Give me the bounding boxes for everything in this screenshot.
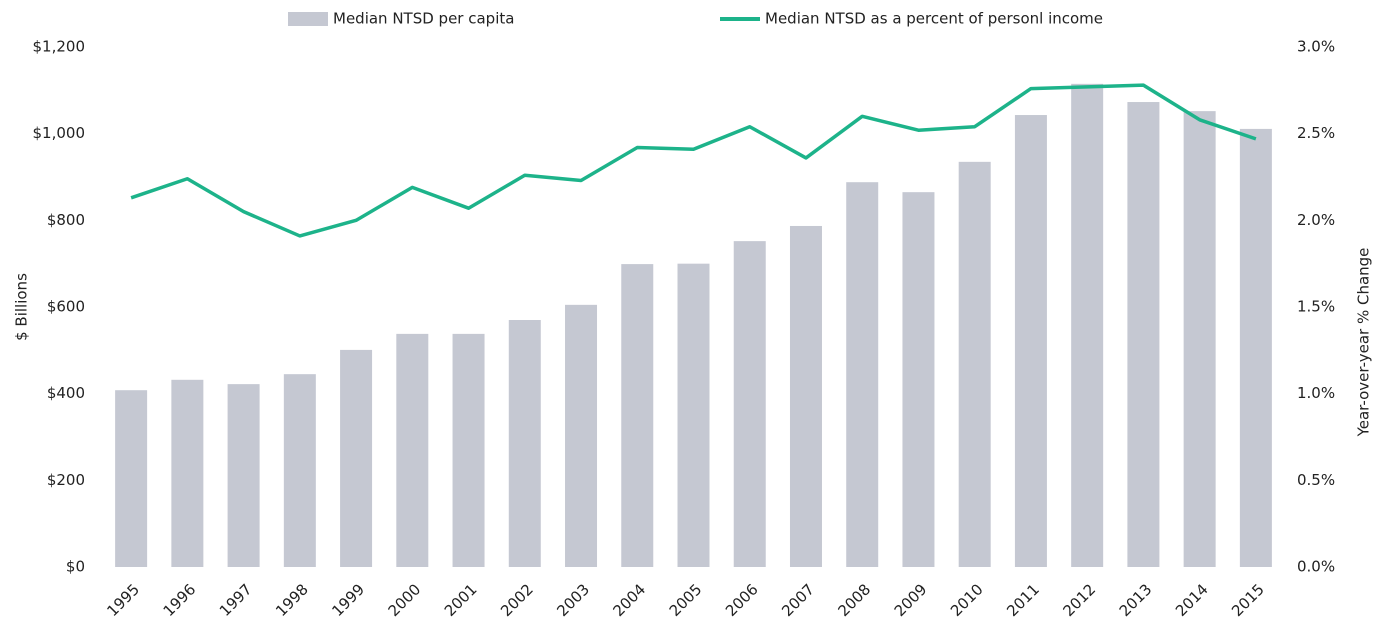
bar: [115, 390, 148, 567]
bar: [565, 304, 598, 567]
y-axis-title: $ Billions: [13, 273, 31, 341]
bar: [789, 225, 822, 567]
x-tick-label: 2007: [778, 580, 818, 617]
bar: [1014, 115, 1047, 568]
x-tick-label: 2013: [1116, 580, 1156, 617]
y2-axis-title: Year-over-year % Change: [1355, 248, 1373, 438]
y2-tick-label: 1.0%: [1297, 384, 1335, 402]
y2-tick-label: 3.0%: [1297, 38, 1335, 56]
bar: [621, 264, 654, 567]
x-tick-label: 2002: [497, 580, 537, 617]
bar: [283, 374, 316, 567]
bar: [902, 192, 935, 567]
legend-label: Median NTSD per capita: [333, 10, 514, 28]
bar: [171, 379, 204, 567]
x-tick-label: 1996: [160, 580, 200, 617]
x-tick-label: 2008: [834, 580, 874, 617]
y-tick-label: $0: [66, 558, 85, 576]
x-tick-label: 2015: [1228, 580, 1268, 617]
x-tick-label: 2014: [1172, 580, 1212, 617]
x-tick-label: 1998: [272, 580, 312, 617]
bar: [452, 333, 485, 567]
bar: [846, 182, 879, 567]
x-tick-label: 2011: [1003, 580, 1043, 617]
y2-tick-label: 2.5%: [1297, 124, 1335, 142]
bar: [733, 241, 766, 567]
x-tick-label: 2001: [441, 580, 481, 617]
bar: [958, 161, 991, 568]
x-tick-label: 2006: [722, 580, 762, 617]
x-tick-label: 2000: [385, 580, 425, 617]
y-tick-label: $200: [47, 471, 85, 489]
line: [130, 83, 1257, 238]
y-tick-label: $1,200: [33, 38, 86, 56]
bar: [340, 349, 373, 567]
bar: [1127, 102, 1160, 568]
bar: [1183, 111, 1216, 567]
bar: [227, 384, 260, 567]
y2-tick-label: 1.5%: [1297, 298, 1335, 316]
y-tick-label: $800: [47, 211, 85, 229]
x-tick-label: 1997: [216, 580, 256, 617]
x-tick-label: 2009: [891, 580, 931, 617]
y-tick-label: $1,000: [33, 124, 86, 142]
x-tick-label: 2005: [666, 580, 706, 617]
y2-tick-label: 0.5%: [1297, 471, 1335, 489]
y2-tick-label: 0.0%: [1297, 558, 1335, 576]
x-tick-label: 2012: [1059, 580, 1099, 617]
x-tick-label: 2003: [553, 580, 593, 617]
bar: [396, 333, 429, 567]
y2-tick-label: 2.0%: [1297, 211, 1335, 229]
legend-swatch: [288, 12, 328, 26]
x-tick-label: 1999: [328, 580, 368, 617]
bar: [508, 320, 541, 567]
y-tick-label: $400: [47, 384, 85, 402]
x-tick-label: 2010: [947, 580, 987, 617]
legend-label: Median NTSD as a percent of personl inco…: [765, 10, 1103, 28]
y-tick-label: $600: [47, 298, 85, 316]
bar: [1239, 128, 1272, 567]
x-tick-label: 1995: [103, 580, 143, 617]
bar: [1071, 83, 1104, 567]
bar: [677, 263, 710, 567]
x-tick-label: 2004: [610, 580, 650, 617]
